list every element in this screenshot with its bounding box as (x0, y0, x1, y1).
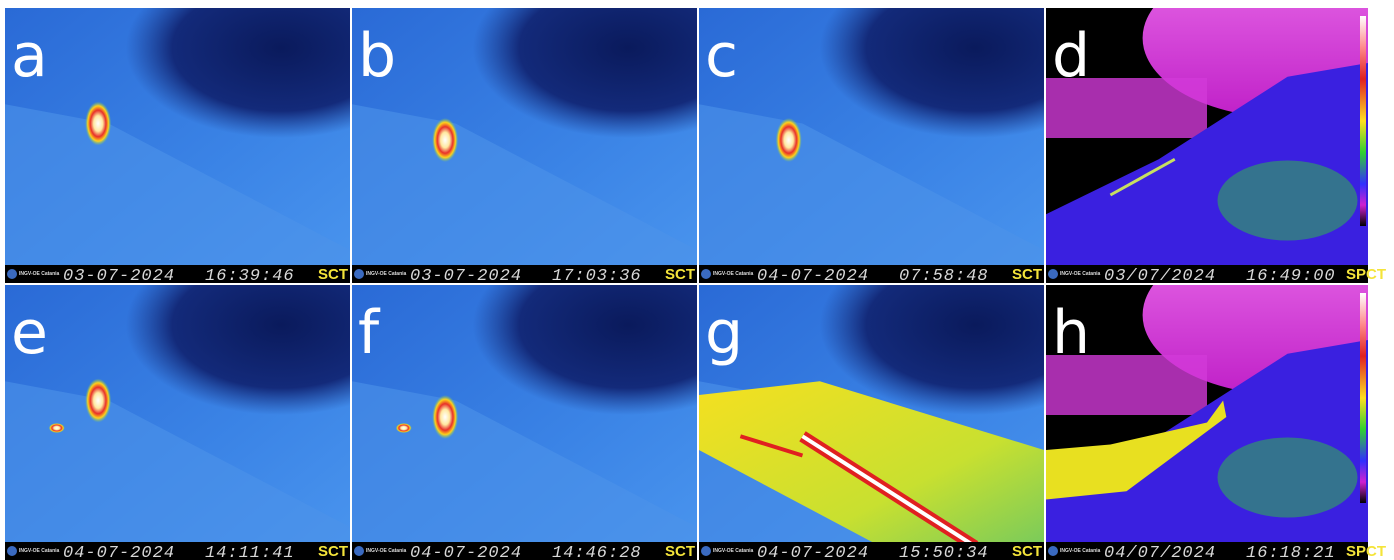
colorbar (1360, 293, 1366, 503)
date: 04-07-2024 (757, 267, 869, 286)
camera: SPCT (1346, 266, 1386, 283)
scale-max: 100 (1371, 290, 1385, 299)
date: 04-07-2024 (410, 544, 522, 560)
time: 15:50:34 (899, 544, 989, 560)
colorbar (1360, 16, 1366, 226)
camera: SCT (665, 266, 695, 283)
panel-letter: d (1052, 21, 1090, 91)
time: 16:39:46 (205, 267, 295, 286)
hot-spot (776, 118, 802, 162)
scale-unit: °C (1371, 116, 1380, 125)
hot-spot (49, 423, 65, 433)
camera: SCT (318, 266, 348, 283)
logo-text: INGV-OE Catania (366, 548, 407, 554)
time: 16:49:00 (1246, 267, 1336, 286)
logo-icon (354, 269, 364, 279)
logo-text: INGV-OE Catania (19, 271, 60, 277)
date: 03-07-2024 (63, 267, 175, 286)
panel-letter: c (705, 21, 738, 91)
logo-text: INGV-OE Catania (1060, 271, 1101, 277)
panel-letter: h (1052, 298, 1090, 368)
camera: SCT (665, 543, 695, 560)
vegetation (1218, 438, 1358, 518)
logo-icon (1048, 546, 1058, 556)
hot-spot (432, 395, 458, 439)
logo-icon (701, 546, 711, 556)
camera: SCT (318, 543, 348, 560)
logo-text: INGV-OE Catania (713, 271, 754, 277)
logo-icon (1048, 269, 1058, 279)
camera: SPCT (1346, 543, 1386, 560)
date: 04/07/2024 (1104, 544, 1216, 560)
date: 03-07-2024 (410, 267, 522, 286)
time: 14:11:41 (205, 544, 295, 560)
panel-letter: f (358, 298, 381, 368)
panel-letter: b (358, 21, 396, 91)
logo-icon (701, 269, 711, 279)
logo-icon (7, 546, 17, 556)
time: 16:18:21 (1246, 544, 1336, 560)
scale-max: 100 (1371, 13, 1385, 22)
vegetation (1218, 161, 1358, 241)
hot-spot (396, 423, 412, 433)
logo-text: INGV-OE Catania (713, 548, 754, 554)
scale-unit: °C (1371, 393, 1380, 402)
panel-letter: e (11, 298, 48, 368)
logo-icon (354, 546, 364, 556)
scale-min: 0 (1371, 221, 1376, 230)
scale-min: 0 (1371, 498, 1376, 507)
time: 14:46:28 (552, 544, 642, 560)
hot-spot (85, 379, 111, 423)
logo-text: INGV-OE Catania (19, 548, 60, 554)
panel-letter: g (705, 298, 743, 368)
thermal-image (1046, 0, 1394, 283)
hot-spot (85, 102, 111, 146)
date: 03/07/2024 (1104, 267, 1216, 286)
time: 07:58:48 (899, 267, 989, 286)
time: 17:03:36 (552, 267, 642, 286)
logo-text: INGV-OE Catania (366, 271, 407, 277)
logo-text: INGV-OE Catania (1060, 548, 1101, 554)
thermal-image (1046, 235, 1394, 560)
date: 04-07-2024 (757, 544, 869, 560)
panel-letter: a (11, 21, 48, 91)
date: 04-07-2024 (63, 544, 175, 560)
logo-icon (7, 269, 17, 279)
hot-spot (432, 118, 458, 162)
camera: SCT (1012, 543, 1042, 560)
figure: aINGV-OE Catania03-07-202416:39:46SCTbIN… (0, 0, 1394, 560)
camera: SCT (1012, 266, 1042, 283)
